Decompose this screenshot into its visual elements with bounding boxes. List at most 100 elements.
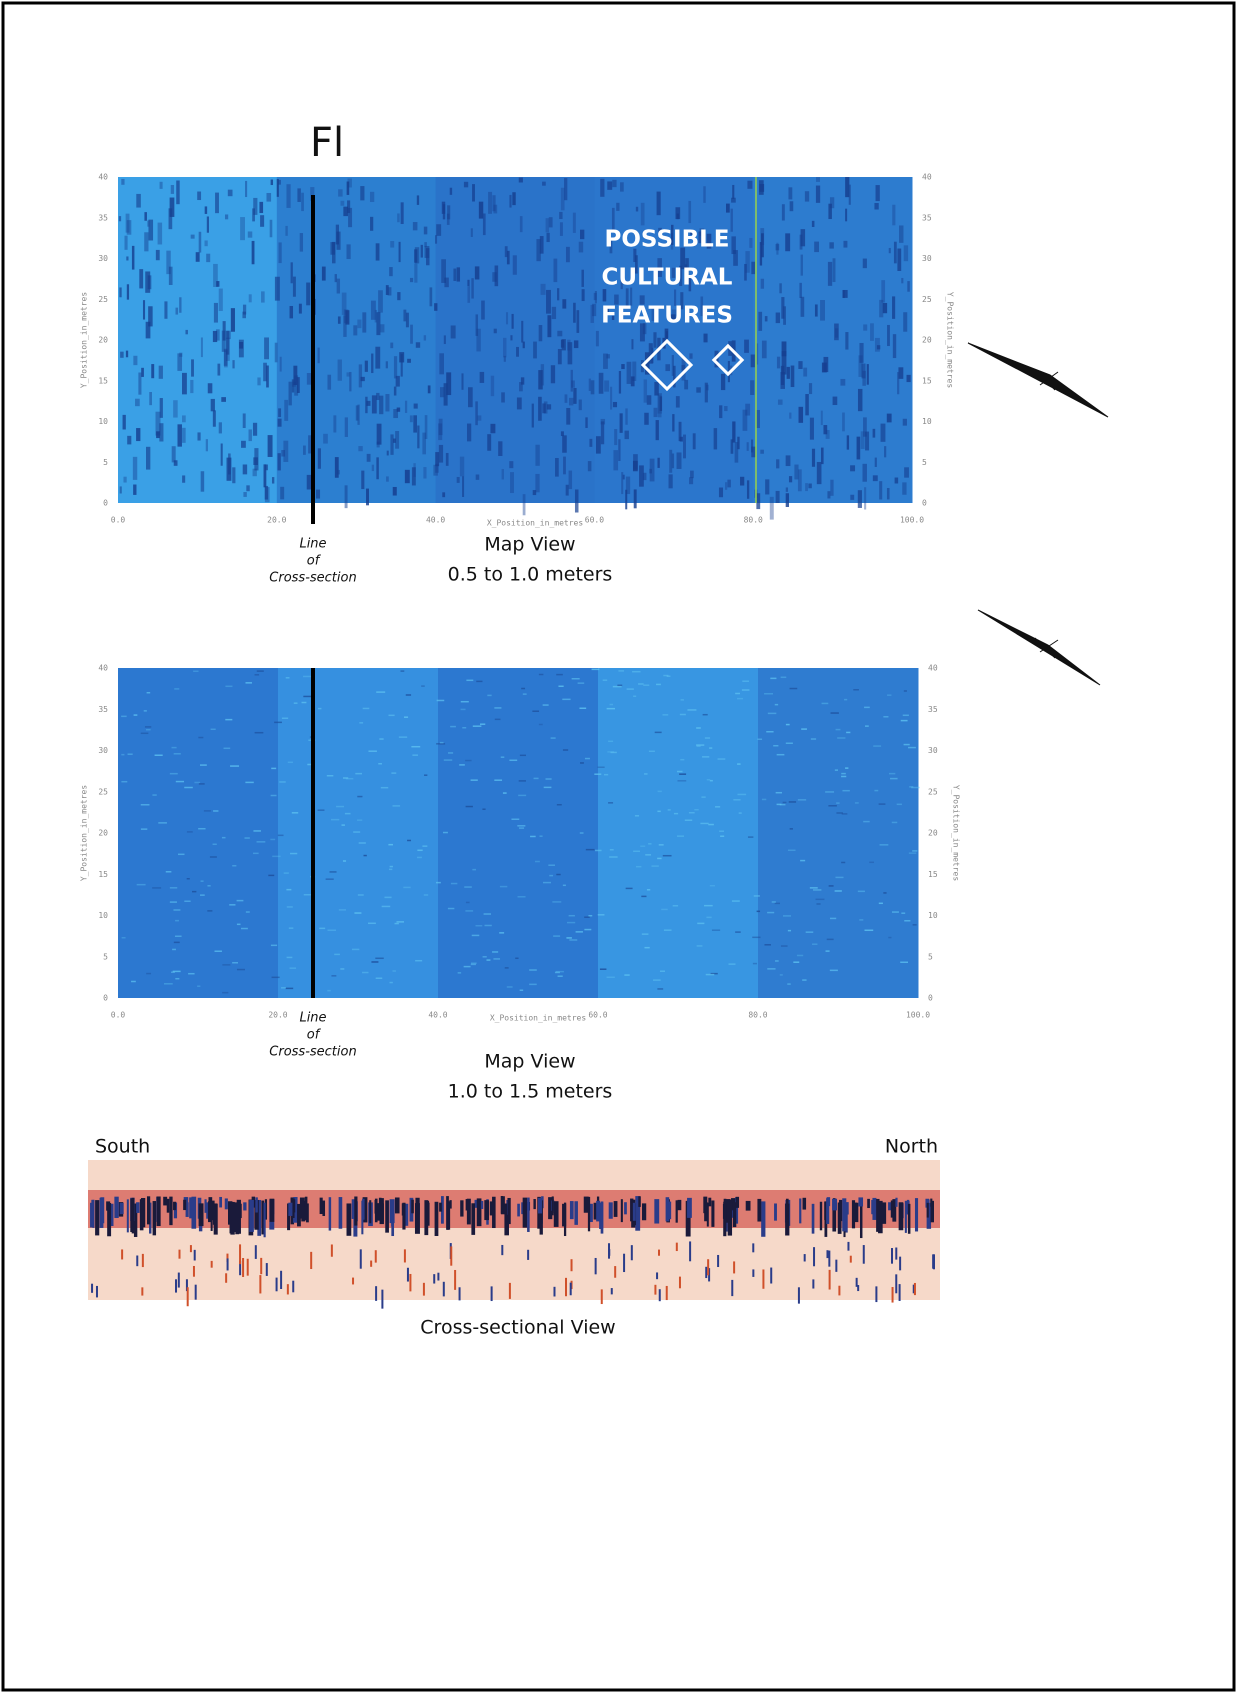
section-texture [527,1197,530,1232]
section-texture [638,1196,641,1207]
map-texture [221,330,226,352]
map-texture [317,347,320,364]
map-texture [177,853,185,856]
section-texture [275,1277,278,1292]
section-texture [141,1197,146,1228]
map-texture [633,248,637,263]
section-texture [458,1287,461,1301]
map-texture [449,187,453,195]
map-texture [618,439,621,461]
map-texture [363,854,367,857]
map-texture [642,472,647,481]
map-texture [859,919,864,921]
map-texture [346,181,350,195]
map-texture [353,325,358,336]
map-texture [357,404,360,425]
map-texture [291,379,295,393]
map-texture [409,415,413,423]
map-texture [842,412,845,432]
map-texture [656,683,661,686]
map-texture [253,197,258,215]
section-texture [265,1263,268,1276]
map-texture [346,372,350,377]
map-texture [700,822,709,825]
map-texture [172,948,176,951]
map-texture [535,473,540,493]
map-texture [696,727,701,729]
map-texture [463,181,469,188]
map-texture [538,325,543,342]
section-texture [752,1269,755,1277]
section-texture [588,1203,593,1223]
section-texture [239,1260,242,1276]
map-texture [278,242,282,264]
section-texture [454,1269,457,1290]
map-texture [440,387,445,398]
map-texture [173,753,181,755]
map-texture [296,377,300,393]
map-texture [140,732,149,735]
map-texture [644,412,649,425]
map-texture [482,808,486,810]
map-texture [334,457,339,478]
depth-label: 1.0 to 1.5 meters [448,1081,613,1103]
section-texture [797,1287,800,1304]
map-texture [317,448,321,469]
map-texture [224,350,228,368]
map-texture [242,304,247,315]
section-texture [490,1286,493,1302]
section-texture [480,1200,484,1209]
section-texture [803,1254,806,1262]
section-texture [362,1197,368,1223]
map-texture [625,408,628,425]
map-texture [618,670,625,672]
map-texture [126,256,129,261]
section-texture [587,1196,591,1232]
map-texture [606,976,615,979]
map-texture [388,714,395,717]
map-texture [639,295,645,305]
map-texture [622,474,625,480]
map-texture [598,372,604,394]
map-texture [380,786,389,789]
map-texture [676,770,683,773]
map-texture [820,300,825,321]
map-texture [533,341,537,359]
map-texture [345,777,354,780]
map-texture [171,746,177,749]
section-texture [126,1199,129,1233]
map-texture [668,474,673,489]
section-texture [249,1199,254,1232]
map-texture [542,181,546,186]
north-arrow [977,609,1101,686]
section-texture [381,1289,384,1309]
map-texture [218,288,223,312]
map-texture [286,906,293,908]
map-texture [436,224,442,236]
map-texture [357,319,362,329]
map-texture [538,370,543,390]
section-texture [492,1196,496,1229]
map-texture [280,486,285,500]
map-texture [823,425,828,435]
map-band [435,177,595,503]
map-texture [735,692,740,695]
map-texture [371,353,374,374]
y-tick-label: 5 [922,458,927,467]
map-texture [685,258,689,278]
map-texture [870,323,874,341]
map-texture [450,882,458,885]
map-texture [472,868,477,871]
map-texture [509,759,518,762]
map-texture [375,346,381,369]
map-texture [841,775,847,778]
map-texture [441,259,446,283]
map-texture [625,489,628,510]
section-texture [654,1199,660,1224]
section-texture [304,1196,308,1207]
section-texture [156,1196,161,1227]
map-texture [152,794,157,796]
map-texture [907,281,910,292]
map-texture [621,364,625,370]
map-texture [711,929,721,931]
